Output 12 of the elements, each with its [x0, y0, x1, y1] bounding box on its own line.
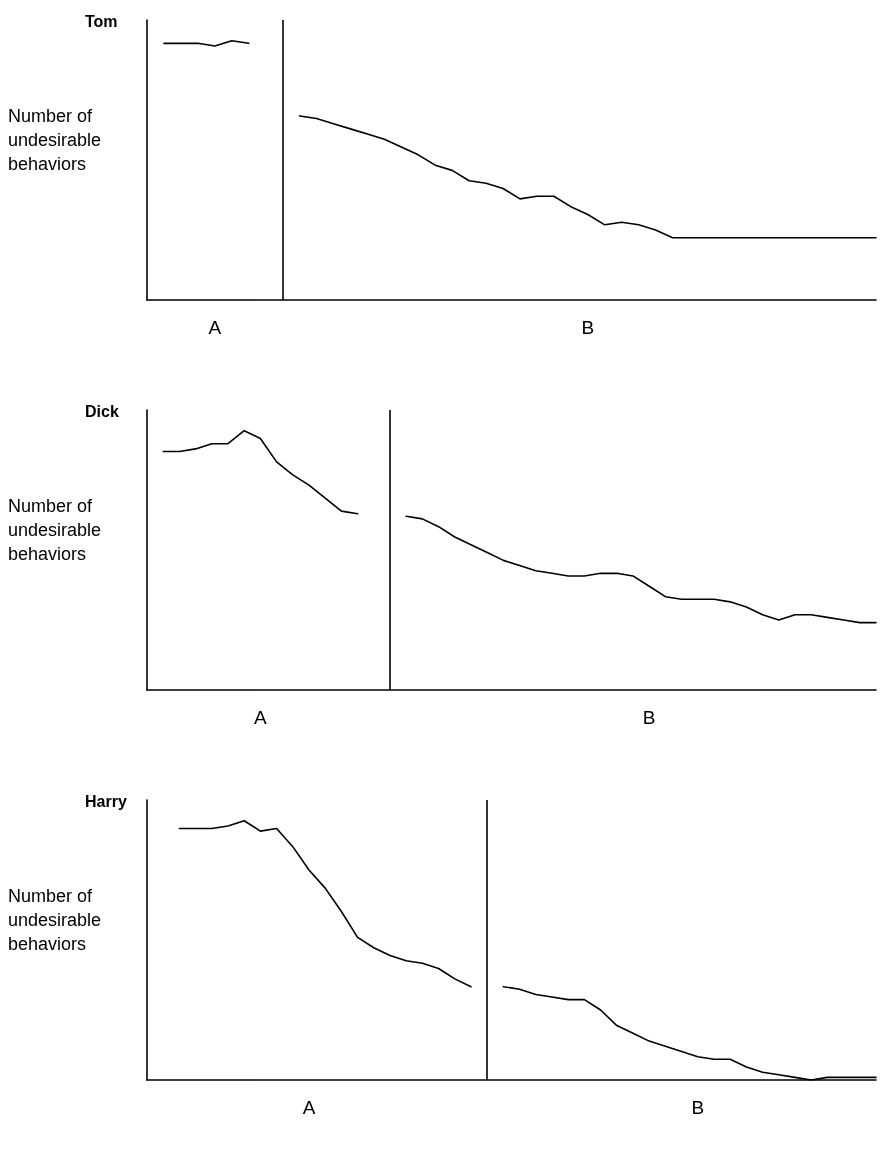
- x-tick-label: B: [691, 1097, 705, 1118]
- y-axis-title: Number of undesirable behaviors: [8, 106, 107, 174]
- x-tick-label: A: [254, 707, 268, 728]
- x-tick-label: A: [302, 1097, 316, 1118]
- chart-title: Harry: [85, 792, 127, 810]
- chart-title: Tom: [85, 12, 118, 30]
- y-axis-title: Number of undesirable behaviors: [8, 886, 107, 954]
- chart-title: Dick: [85, 402, 119, 420]
- x-tick-label: B: [581, 317, 595, 338]
- x-tick-label: A: [208, 317, 222, 338]
- x-tick-label: B: [642, 707, 656, 728]
- y-axis-title: Number of undesirable behaviors: [8, 496, 107, 564]
